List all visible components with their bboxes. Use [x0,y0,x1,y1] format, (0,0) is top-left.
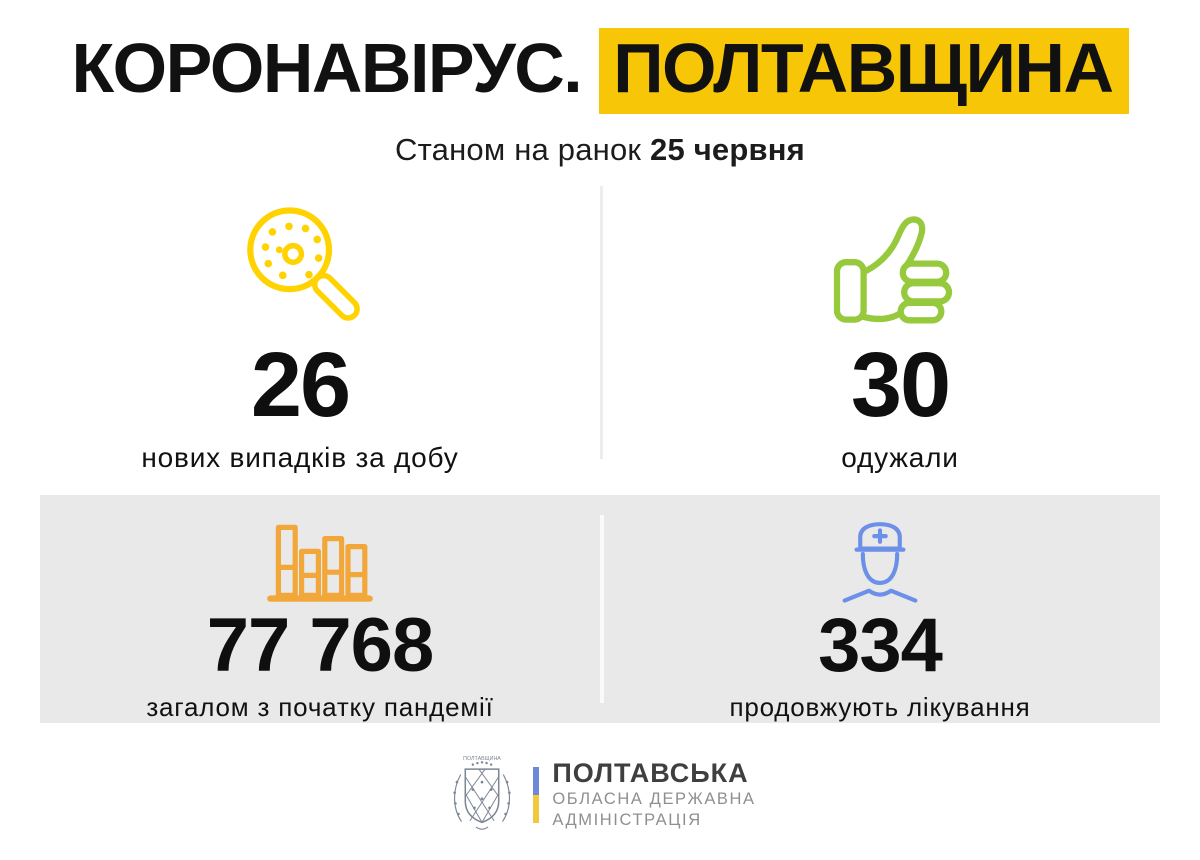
bar-chart-icon [267,524,373,602]
subtitle: Станом на ранок 25 червня [0,132,1200,168]
stat-recovered: 30 одужали [600,190,1200,495]
stat-total: 77 768 загалом з початку пандемії [40,509,600,723]
stat-value: 30 [850,333,951,436]
stat-in-treatment: 334 продовжують лікування [600,509,1160,723]
footer: ПОЛТАВЩИНА ПОЛТАВСЬК [0,753,1200,837]
vertical-divider [600,514,604,703]
stat-value: 334 [818,603,943,689]
org-line-3: АДМІНІСТРАЦІЯ [552,811,702,830]
stat-label: одужали [841,441,959,473]
stat-value: 26 [250,333,351,436]
org-line-2: ОБЛАСНА ДЕРЖАВНА [552,789,756,808]
organization-name: ПОЛТАВСЬКА ОБЛАСНА ДЕРЖАВНА АДМІНІСТРАЦІ… [552,758,755,832]
virus-magnifier-icon [247,206,360,321]
stats-row-bottom: 77 768 загалом з початку пандемії 334 пр… [40,494,1160,723]
subtitle-date: 25 червня [650,131,805,167]
stat-label: нових випадків за добу [141,441,459,473]
emblem-banner-text: ПОЛТАВЩИНА [463,756,501,762]
title-black-part: КОРОНАВІРУС. [71,29,582,107]
subtitle-prefix: Станом на ранок [395,131,642,167]
stat-label: загалом з початку пандемії [146,691,494,722]
stats-row-top: 26 нових випадків за добу 30 одужали [0,170,1200,495]
stat-label: продовжують лікування [729,691,1031,722]
stat-value: 77 768 [206,603,434,689]
stat-new-cases: 26 нових випадків за добу [0,190,600,495]
thumbs-up-icon [833,215,953,323]
ukraine-flag-stripe [533,766,540,823]
coat-of-arms: ПОЛТАВЩИНА [453,756,511,830]
org-line-1: ПОЛТАВСЬКА [552,757,749,788]
page-title: КОРОНАВІРУС. ПОЛТАВЩИНА [0,26,1200,114]
doctor-icon [842,521,918,603]
vertical-divider [600,185,603,459]
title-highlighted-part: ПОЛТАВЩИНА [599,28,1129,114]
header: КОРОНАВІРУС. ПОЛТАВЩИНА Станом на ранок … [0,0,1200,168]
